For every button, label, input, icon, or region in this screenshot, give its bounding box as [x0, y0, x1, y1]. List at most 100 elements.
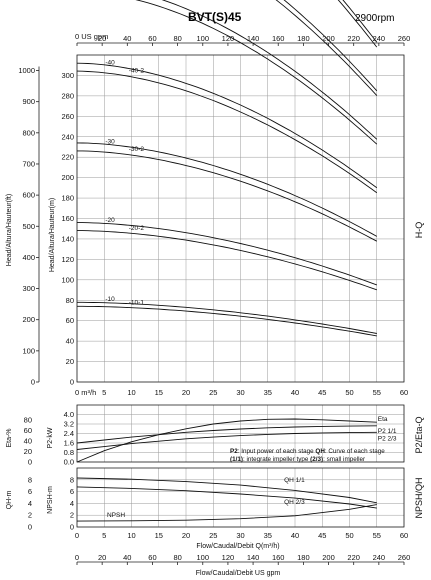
p2-curve-label-2: P2 2/3 [378, 435, 397, 442]
bot-gpm-label-0: 0 [75, 553, 79, 562]
mid-m3h-label-9: 45 [318, 388, 326, 397]
hq-ft-label-0: 0 [31, 378, 35, 387]
hq-ym-label-9: 180 [61, 194, 74, 203]
note-bold-11: (1/1) [230, 456, 243, 463]
mid-m3h-label-4: 20 [182, 388, 190, 397]
p2-curve-1 [76, 425, 377, 444]
bot-gpm-label-9: 180 [297, 553, 310, 562]
np-qh-label-4: 8 [28, 475, 32, 484]
np-qh-label-1: 2 [28, 511, 32, 520]
p2-eta-label-4: 80 [24, 416, 32, 425]
np-m-label-4: 8 [70, 475, 74, 484]
top-gpm-label-11: 220 [347, 34, 360, 43]
grid-layer [36, 42, 405, 565]
hq-ym-label-12: 240 [61, 132, 74, 141]
np-qh-label-3: 6 [28, 487, 32, 496]
note-line-2: (1/1): integrate impeller type (2/3): sm… [230, 456, 365, 463]
p2-curve-label-0: Eta [378, 416, 388, 423]
mid-m3h-label-5: 25 [209, 388, 217, 397]
mid-m3h-label-11: 55 [373, 388, 381, 397]
hq-ft-label-6: 600 [22, 191, 35, 200]
hq-curve-label-22: -20-2 [129, 225, 145, 232]
hq-ym-label-8: 160 [61, 214, 74, 223]
hq-curve-label-23: -10 [105, 296, 115, 303]
bot-m3h-label-3: 15 [155, 531, 163, 540]
ylabel-head-m: Head/Altura/Hauteur(m) [49, 198, 56, 272]
p2-curve-2 [76, 431, 377, 450]
hq-curve-label-19: -30 [105, 138, 115, 145]
np-curve-label-2: NPSH [107, 512, 125, 519]
top-gpm-label-13: 260 [398, 34, 411, 43]
p2-curve-0 [76, 418, 377, 463]
bot-m3h-label-11: 55 [373, 531, 381, 540]
bot-gpm-label-12: 240 [373, 553, 386, 562]
hq-ym-label-1: 20 [66, 357, 74, 366]
np-curve-label-0: QH 1/1 [284, 477, 305, 484]
chart-title: BVT(S)45 [188, 10, 242, 24]
p2-eta-label-1: 20 [24, 447, 32, 456]
hq-curve-label-17: -40 [105, 60, 115, 67]
hq-curve-15 [161, 0, 378, 140]
hq-curve-20 [77, 150, 378, 242]
top-gpm-zero: 0 US gpm [75, 32, 108, 41]
hq-ft-label-1: 100 [22, 346, 35, 355]
side-label-hq: H-Q [414, 222, 424, 239]
hq-curve-label-20: -30-2 [129, 146, 145, 153]
top-gpm-label-10: 200 [322, 34, 335, 43]
np-qh-label-2: 4 [28, 499, 32, 508]
hq-frame [76, 54, 405, 383]
mid-m3h-label-8: 40 [291, 388, 299, 397]
top-gpm-label-9: 180 [297, 34, 310, 43]
np-curve-0 [76, 477, 377, 504]
p2-eta-label-2: 40 [24, 437, 32, 446]
note-text-p2: : Input power of each stage [238, 448, 316, 455]
bot-m3h-label-12: 60 [400, 531, 408, 540]
mid-m3h-label-6: 30 [236, 388, 244, 397]
hq-ft-label-3: 300 [22, 284, 35, 293]
hq-curve-label-18: -40-2 [129, 67, 145, 74]
bot-m3h-label-7: 35 [264, 531, 272, 540]
hq-curve-22 [77, 230, 377, 291]
hq-ft-label-9: 900 [22, 97, 35, 106]
np-m-label-2: 4 [70, 499, 74, 508]
top-gpm-label-8: 160 [272, 34, 285, 43]
hq-ym-label-6: 120 [61, 255, 74, 264]
np-m-label-0: 0 [70, 523, 74, 532]
mid-m3h-label-10: 50 [345, 388, 353, 397]
hq-curve-18 [76, 70, 378, 194]
hq-ym-label-5: 100 [61, 275, 74, 284]
np-curve-1 [76, 486, 377, 509]
note-bold-qh: QH [315, 448, 325, 455]
hq-ym-label-11: 220 [61, 153, 74, 162]
bot-gpm-label-5: 100 [197, 553, 210, 562]
top-gpm-label-6: 120 [222, 34, 235, 43]
top-gpm-label-7: 140 [247, 34, 260, 43]
p2-kw-label-2: 1.6 [64, 439, 74, 448]
bot-gpm-label-2: 40 [123, 553, 131, 562]
np-m-label-1: 2 [70, 511, 74, 520]
bot-m3h-label-8: 40 [291, 531, 299, 540]
side-label-p2eta: P2/Eta-Q [414, 416, 424, 453]
mid-m3h-label-1: 5 [102, 388, 106, 397]
np-curve-2 [76, 504, 377, 522]
hq-curve-19 [76, 142, 378, 237]
bot-gpm-label-7: 140 [247, 553, 260, 562]
hq-ft-label-8: 800 [22, 128, 35, 137]
bot-m3h-label-5: 25 [209, 531, 217, 540]
hq-curve-17 [76, 62, 378, 189]
hq-curve-16 [135, 0, 378, 145]
hq-curve-23 [77, 301, 377, 334]
np-qh-label-0: 0 [28, 523, 32, 532]
p2-curve-label-1: P2 1/1 [378, 428, 397, 435]
np-m-label-3: 6 [70, 487, 74, 496]
bot-gpm-label-13: 260 [398, 553, 411, 562]
ylabel-qh: QH-m [6, 491, 13, 510]
p2-kw-label-1: 0.8 [64, 448, 74, 457]
hq-ym-label-2: 40 [66, 337, 74, 346]
bot-m3h-label-6: 30 [236, 531, 244, 540]
mid-m3h-label-12: 60 [400, 388, 408, 397]
hq-ym-label-14: 280 [61, 91, 74, 100]
bot-gpm-label-11: 220 [347, 553, 360, 562]
